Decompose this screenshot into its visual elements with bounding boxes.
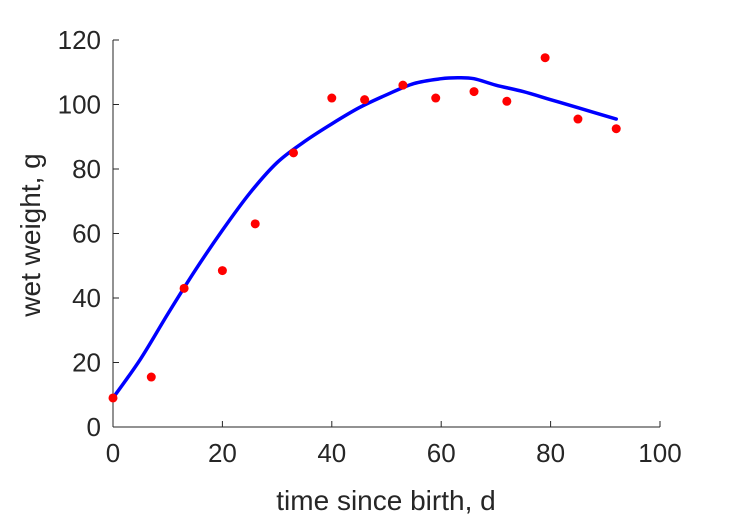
data-point bbox=[108, 393, 118, 403]
data-point bbox=[179, 283, 189, 293]
y-tick-label: 0 bbox=[87, 412, 101, 442]
data-point bbox=[469, 87, 479, 97]
y-tick-label: 80 bbox=[72, 154, 101, 184]
x-tick-label: 60 bbox=[427, 438, 456, 468]
data-point bbox=[360, 95, 370, 105]
x-tick-label: 80 bbox=[536, 438, 565, 468]
data-point bbox=[250, 219, 260, 229]
data-point bbox=[146, 372, 156, 382]
y-tick-label: 40 bbox=[72, 283, 101, 313]
data-point bbox=[398, 80, 408, 90]
data-point bbox=[289, 148, 299, 158]
plot-area bbox=[108, 53, 621, 403]
y-tick-label: 120 bbox=[58, 25, 101, 55]
data-point bbox=[431, 93, 441, 103]
data-point bbox=[540, 53, 550, 63]
y-tick-label: 20 bbox=[72, 348, 101, 378]
x-tick-label: 0 bbox=[106, 438, 120, 468]
data-point bbox=[502, 96, 512, 106]
x-tick-label: 100 bbox=[638, 438, 681, 468]
x-axis-label: time since birth, d bbox=[276, 485, 495, 516]
data-point bbox=[217, 266, 227, 276]
x-tick-label: 20 bbox=[208, 438, 237, 468]
x-axis-ticks: 0 20 40 60 80 100 bbox=[106, 421, 682, 468]
y-tick-label: 60 bbox=[72, 219, 101, 249]
fit-curve bbox=[111, 75, 618, 400]
y-axis-label: wet weight, g bbox=[15, 153, 46, 317]
data-point bbox=[327, 93, 337, 103]
axes bbox=[112, 40, 660, 428]
data-point bbox=[573, 114, 583, 124]
x-tick-label: 40 bbox=[317, 438, 346, 468]
y-tick-label: 100 bbox=[58, 90, 101, 120]
y-axis-ticks: 0 20 40 60 80 100 120 bbox=[58, 25, 119, 442]
data-point bbox=[611, 124, 621, 134]
